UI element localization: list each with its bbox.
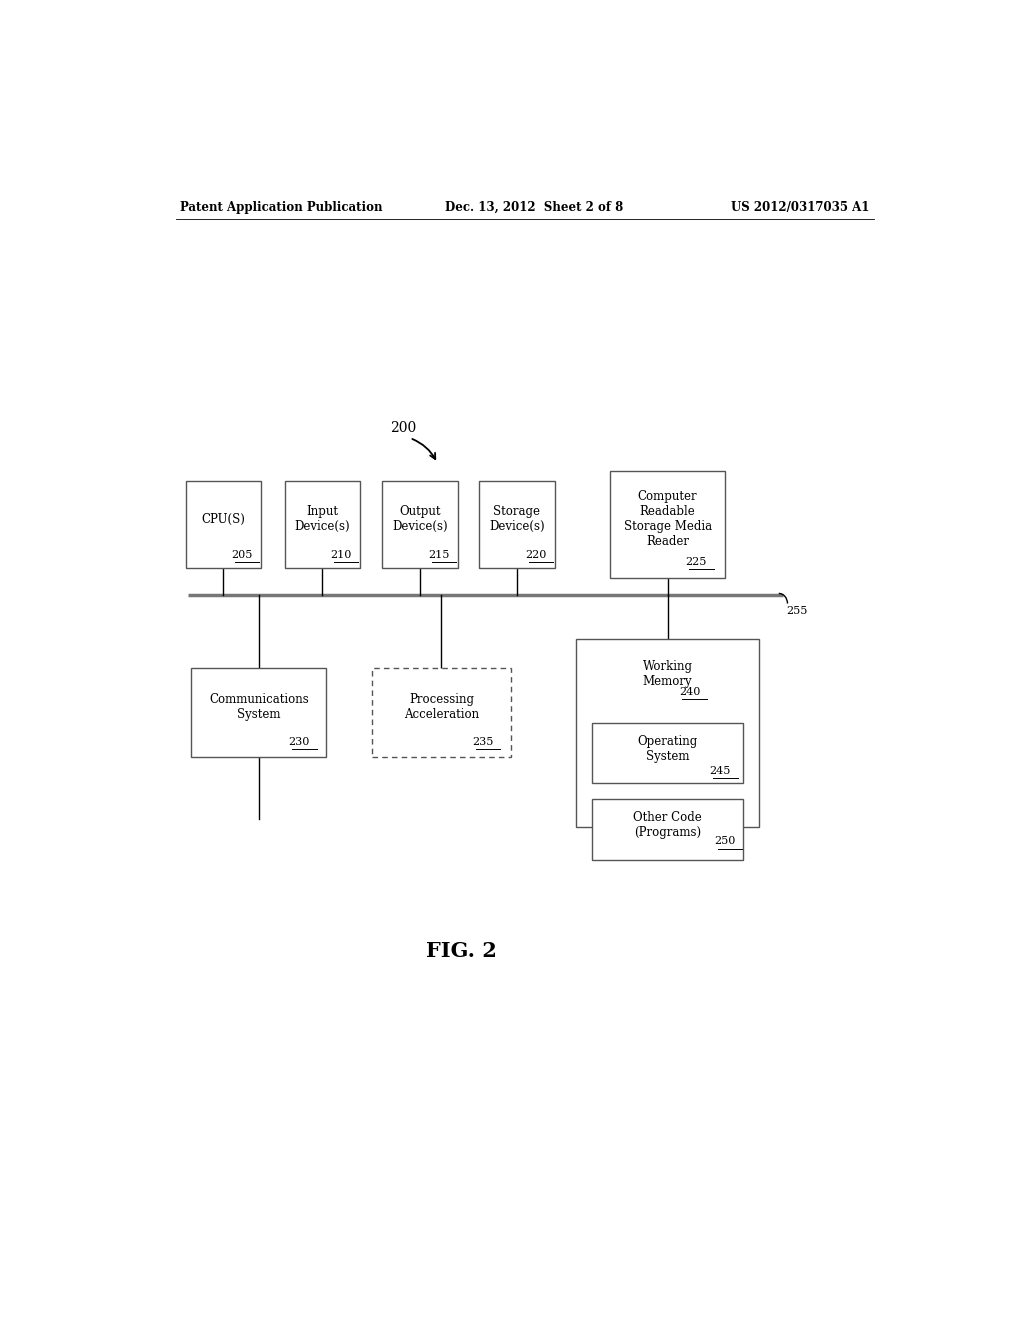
Text: FIG. 2: FIG. 2 [426, 941, 497, 961]
Text: Input
Device(s): Input Device(s) [295, 506, 350, 533]
Bar [285, 480, 360, 568]
Text: 250: 250 [715, 837, 735, 846]
Text: US 2012/0317035 A1: US 2012/0317035 A1 [731, 201, 869, 214]
Bar [191, 668, 327, 758]
Bar [382, 480, 458, 568]
Text: Output
Device(s): Output Device(s) [392, 506, 447, 533]
Text: 210: 210 [331, 549, 352, 560]
Text: Communications
System: Communications System [209, 693, 309, 721]
Bar [610, 471, 725, 578]
Text: Other Code
(Programs): Other Code (Programs) [633, 812, 702, 840]
Text: 200: 200 [390, 421, 416, 434]
Bar [372, 668, 511, 758]
Text: 205: 205 [231, 549, 253, 560]
Text: 230: 230 [289, 737, 310, 747]
Text: Storage
Device(s): Storage Device(s) [489, 506, 545, 533]
Text: 220: 220 [525, 549, 547, 560]
Bar [592, 722, 743, 784]
Text: 240: 240 [679, 686, 700, 697]
Text: 225: 225 [686, 557, 708, 566]
Text: 245: 245 [710, 767, 731, 776]
Text: CPU(S): CPU(S) [202, 512, 245, 525]
Bar [577, 639, 759, 826]
Bar [479, 480, 555, 568]
Bar [185, 480, 261, 568]
Bar [592, 799, 743, 859]
Text: 255: 255 [786, 606, 808, 615]
Text: 215: 215 [428, 549, 450, 560]
Text: Working
Memory: Working Memory [643, 660, 692, 688]
Text: Patent Application Publication: Patent Application Publication [179, 201, 382, 214]
Text: Operating
System: Operating System [638, 735, 697, 763]
Text: Computer
Readable
Storage Media
Reader: Computer Readable Storage Media Reader [624, 490, 712, 548]
Text: Dec. 13, 2012  Sheet 2 of 8: Dec. 13, 2012 Sheet 2 of 8 [445, 201, 624, 214]
Text: 235: 235 [472, 737, 494, 747]
Text: Processing
Acceleration: Processing Acceleration [403, 693, 479, 721]
